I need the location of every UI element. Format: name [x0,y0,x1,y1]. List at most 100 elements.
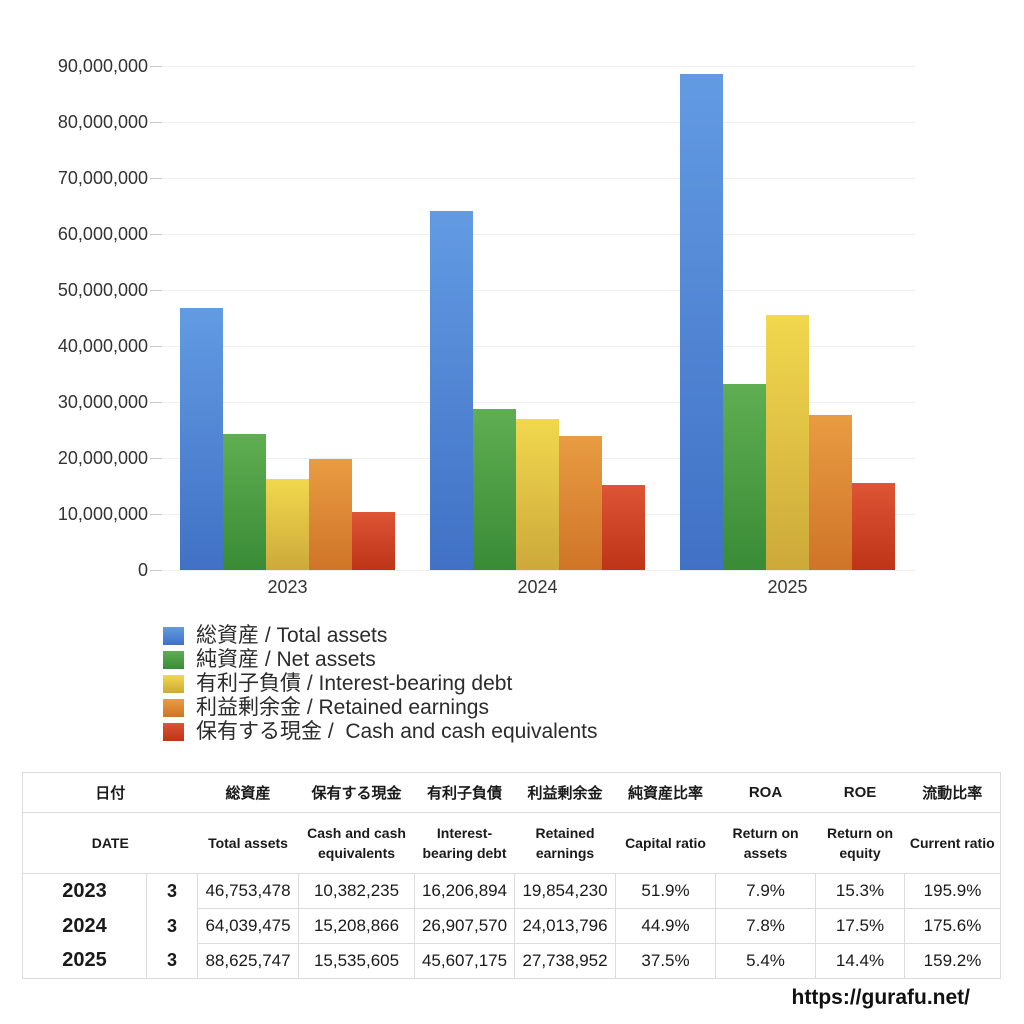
y-axis-label: 30,000,000 [57,392,148,412]
bar-net-assets-2023 [223,434,266,570]
gridline [155,570,915,571]
cell-capital-ratio: 37.5% [615,943,717,979]
cell-month: 3 [145,908,199,944]
bar-net-assets-2025 [723,384,766,570]
chart-legend: 総資産 / Total assets 純資産 / Net assets 有利子負債 … [163,624,598,744]
gridline [155,66,915,67]
legend-swatch-retained-earnings [163,699,184,717]
y-axis-tick [150,122,162,123]
legend-item-retained-earnings: 利益剰余金 / Retained earnings [163,696,598,720]
header-en-6: Return on assets [715,812,816,874]
x-axis-label-2025: 2025 [767,577,808,597]
bar-cash-and-cash-equivalents-2023 [352,512,395,570]
legend-item-cash-and-cash-equivalents: 保有する現金 / Cash and cash equivalents [163,720,598,744]
y-axis-tick [150,290,162,291]
y-axis-tick [150,66,162,67]
bar-cash-and-cash-equivalents-2024 [602,485,645,570]
y-axis-label: 40,000,000 [57,336,148,356]
legend-item-interest-bearing-debt: 有利子負債 / Interest-bearing debt [163,672,598,696]
cell-return-on-assets: 7.9% [715,873,817,909]
table-row-2025: 2025 3 88,625,747 15,535,605 45,607,175 27,73… [22,943,1002,979]
y-axis-tick [150,570,162,571]
bar-interest-bearing-debt-2023 [266,479,309,570]
y-axis-tick [150,402,162,403]
site-url: https://gurafu.net/ [791,986,970,1009]
y-axis-label: 90,000,000 [57,56,148,76]
gridline [155,122,915,123]
header-en-4: Retained earnings [514,812,616,874]
cell-year: 2024 [22,908,147,944]
gridline [155,402,915,403]
header-ja-0: 日付 [22,772,198,813]
legend-swatch-interest-bearing-debt [163,675,184,693]
cell-month: 3 [145,873,199,909]
cell-total-assets: 88,625,747 [197,943,300,979]
legend-label: 有利子負債 / Interest-bearing debt [196,672,513,695]
legend-label: 利益剰余金 / Retained earnings [196,696,489,719]
cell-total-assets: 46,753,478 [197,873,300,909]
cell-capital-ratio: 51.9% [615,873,717,909]
legend-swatch-net-assets [163,651,184,669]
legend-label: 総資産 / Total assets [196,624,388,647]
legend-swatch-total-assets [163,627,184,645]
cell-cash-and-cash-equivalents: 10,382,235 [298,873,416,909]
cell-interest-bearing-debt: 26,907,570 [414,908,516,944]
x-axis-label-2023: 2023 [267,577,308,597]
table-row-2024: 2024 3 64,039,475 15,208,866 26,907,570 24,01… [22,908,1002,944]
cell-return-on-assets: 7.8% [715,908,817,944]
cell-total-assets: 64,039,475 [197,908,300,944]
y-axis-label: 10,000,000 [57,504,148,524]
gridline [155,178,915,179]
header-en-7: Return on equity [815,812,905,874]
table-row-2023: 2023 3 46,753,478 10,382,235 16,206,894 19,85… [22,873,1002,909]
cell-year: 2025 [22,943,147,979]
bar-retained-earnings-2024 [559,436,602,570]
cell-return-on-equity: 17.5% [815,908,906,944]
header-en-2: Cash and cash equivalents [298,812,415,874]
x-axis-label-2024: 2024 [517,577,558,597]
cell-cash-and-cash-equivalents: 15,535,605 [298,943,416,979]
table-header-row-ja: 日付 総資産 保有する現金 有利子負債 利益剰余金 純資産比率 ROA ROE 流動比率 [22,772,1001,813]
y-axis-label: 70,000,000 [57,168,148,188]
cell-current-ratio: 195.9% [904,873,1002,909]
header-ja-8: 流動比率 [904,772,1001,813]
y-axis-label: 80,000,000 [57,112,148,132]
bar-net-assets-2024 [473,409,516,570]
y-axis-label: 50,000,000 [57,280,148,300]
cell-cash-and-cash-equivalents: 15,208,866 [298,908,416,944]
cell-month: 3 [145,943,199,979]
gridline [155,346,915,347]
header-en-0: DATE [22,812,198,874]
header-ja-2: 保有する現金 [298,772,415,813]
bar-chart: 0 10,000,000 20,000,000 30,000,000 40,000,00… [57,56,915,597]
legend-label: 保有する現金 / Cash and cash equivalents [196,720,598,743]
legend-label: 純資産 / Net assets [196,648,376,671]
cell-return-on-equity: 15.3% [815,873,906,909]
cell-retained-earnings: 19,854,230 [514,873,617,909]
bar-retained-earnings-2023 [309,459,352,570]
bar-retained-earnings-2025 [809,415,852,570]
cell-current-ratio: 159.2% [904,943,1002,979]
bar-total-assets-2025 [680,74,723,570]
bar-cash-and-cash-equivalents-2025 [852,483,895,570]
bar-total-assets-2024 [430,211,473,570]
legend-item-total-assets: 総資産 / Total assets [163,624,598,648]
header-ja-4: 利益剰余金 [514,772,616,813]
cell-interest-bearing-debt: 16,206,894 [414,873,516,909]
header-en-3: Interest-bearing debt [414,812,515,874]
bar-total-assets-2023 [180,308,223,570]
legend-item-net-assets: 純資産 / Net assets [163,648,598,672]
cell-return-on-equity: 14.4% [815,943,906,979]
header-ja-5: 純資産比率 [615,772,716,813]
cell-year: 2023 [22,873,147,909]
gridline [155,234,915,235]
header-en-1: Total assets [197,812,299,874]
y-axis-tick [150,458,162,459]
gridline [155,290,915,291]
header-ja-6: ROA [715,772,816,813]
y-axis-tick [150,514,162,515]
y-axis-tick [150,234,162,235]
header-ja-3: 有利子負債 [414,772,515,813]
header-en-5: Capital ratio [615,812,716,874]
